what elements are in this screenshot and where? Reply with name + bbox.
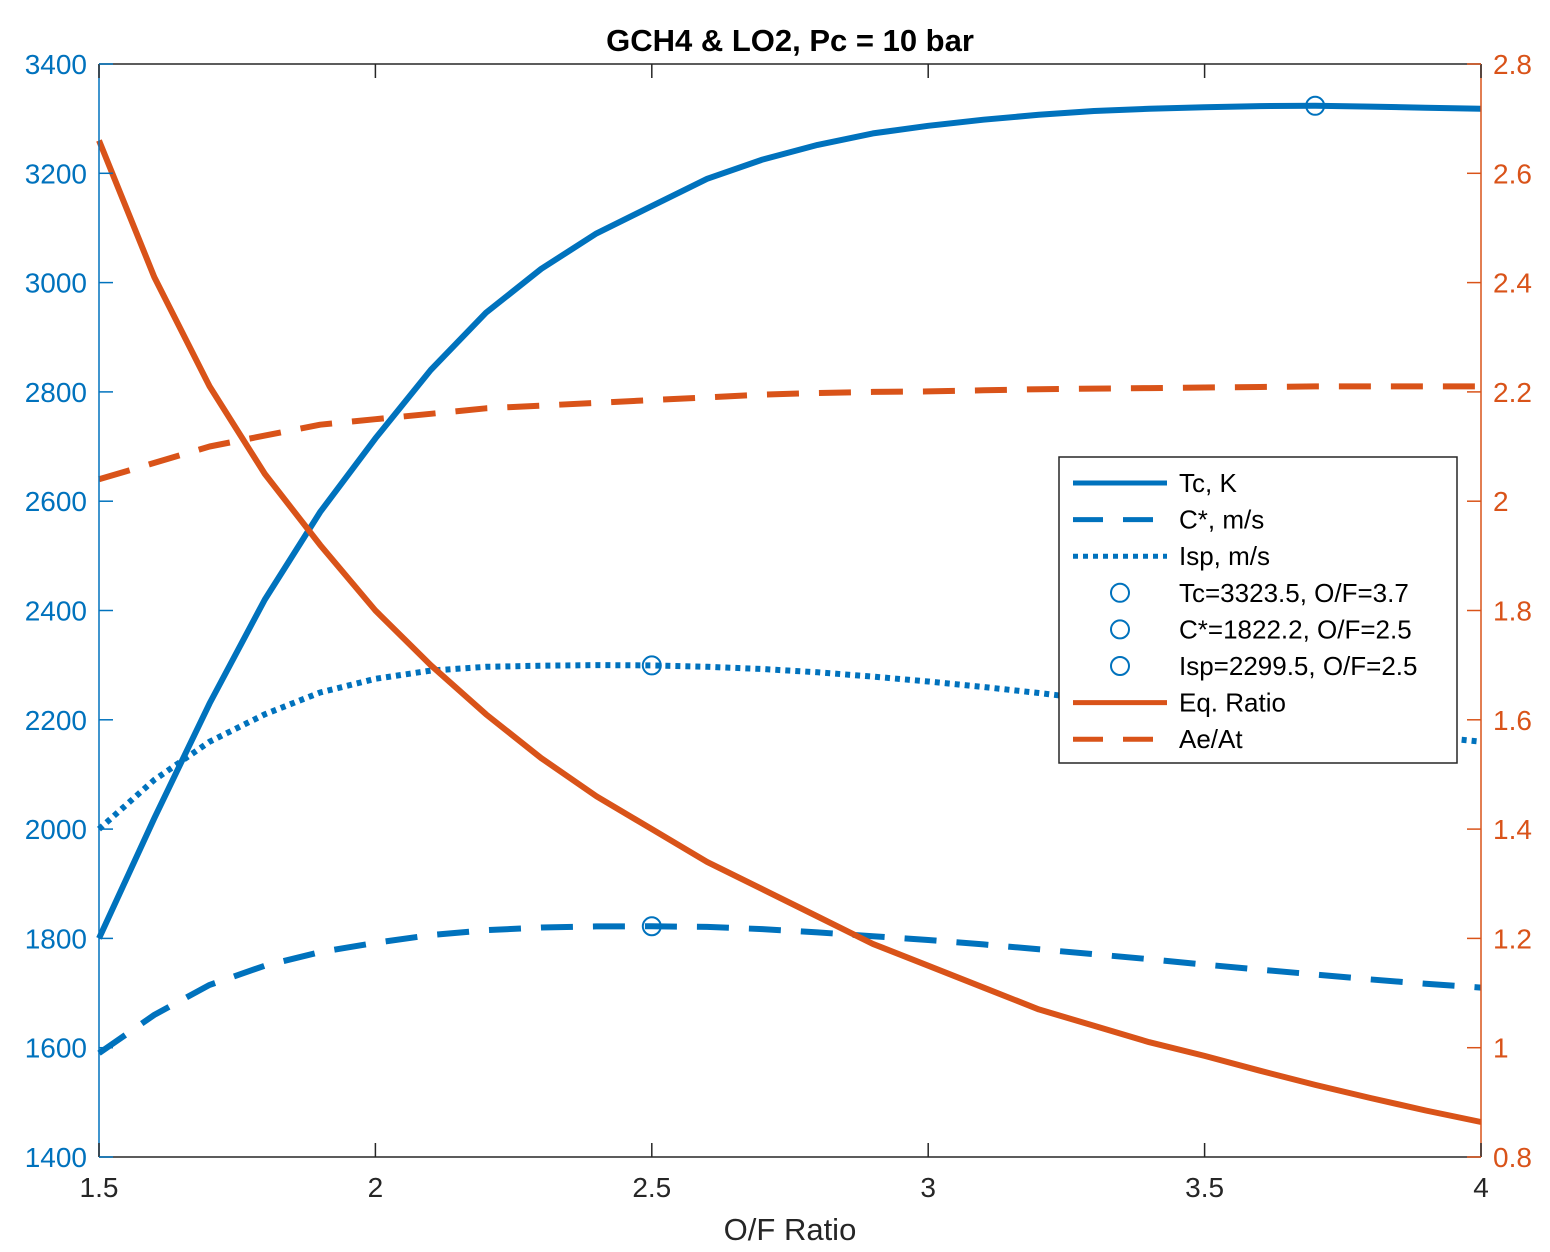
y-left-tick-label: 2600 bbox=[25, 486, 87, 517]
marker-layer bbox=[641, 95, 1326, 937]
y-left-tick-label: 1600 bbox=[25, 1033, 87, 1064]
chart-title: GCH4 & LO2, Pc = 10 bar bbox=[606, 23, 974, 58]
left-series-2-line bbox=[97, 662, 1482, 832]
legend-label-0: Tc, K bbox=[1179, 468, 1237, 498]
y-right-tick-label: 1.6 bbox=[1493, 705, 1532, 736]
x-tick-label: 3.5 bbox=[1185, 1172, 1224, 1203]
y-right-tick-label: 2 bbox=[1493, 486, 1509, 517]
legend-marker-5 bbox=[1110, 656, 1130, 676]
x-tick-label: 3 bbox=[920, 1172, 936, 1203]
y-left-tick-label: 3000 bbox=[25, 268, 87, 299]
y-left-tick-label: 2200 bbox=[25, 705, 87, 736]
x-tick-label: 4 bbox=[1473, 1172, 1489, 1203]
legend-label-2: Isp, m/s bbox=[1179, 541, 1270, 571]
axes-layer: 1.5 2 2.5 3 3.5 4 1400 1600 1800 2000 2200 2400 2600… bbox=[25, 49, 1532, 1203]
peak-marker-1 bbox=[641, 916, 662, 937]
y-left-tick-label: 2000 bbox=[25, 814, 87, 845]
y-right-tick-label: 2.8 bbox=[1493, 49, 1532, 80]
legend-label-1: C*, m/s bbox=[1179, 505, 1264, 535]
right-series-0-line bbox=[96, 139, 1482, 1125]
y-right-tick-label: 2.4 bbox=[1493, 268, 1532, 299]
y-left-tick-label: 2400 bbox=[25, 596, 87, 627]
legend-label-3: Tc=3323.5, O/F=3.7 bbox=[1179, 578, 1409, 608]
y-right-tick-label: 2.2 bbox=[1493, 377, 1532, 408]
legend: Tc, K C*, m/s Isp, m/s Tc=3323.5, O/F=3.7 C*… bbox=[1058, 456, 1458, 764]
legend-box bbox=[1058, 456, 1458, 764]
y-right-tick-label: 1.8 bbox=[1493, 596, 1532, 627]
legend-marker-3 bbox=[1110, 582, 1130, 603]
legend-label-5: Isp=2299.5, O/F=2.5 bbox=[1179, 651, 1418, 681]
peak-marker-2 bbox=[641, 655, 662, 676]
x-tick-label: 2 bbox=[368, 1172, 384, 1203]
x-axis-label: O/F Ratio bbox=[724, 1212, 857, 1247]
y-left-tick-label: 1800 bbox=[25, 923, 87, 954]
y-right-tick-label: 0.8 bbox=[1493, 1142, 1532, 1173]
y-left-tick-label: 3200 bbox=[25, 158, 87, 189]
y-left-tick-label: 2800 bbox=[25, 377, 87, 408]
legend-label-6: Eq. Ratio bbox=[1179, 688, 1286, 718]
y-right-tick-label: 2.6 bbox=[1493, 158, 1532, 189]
y-right-tick-label: 1 bbox=[1493, 1033, 1509, 1064]
peak-marker-0 bbox=[1305, 95, 1326, 116]
y-left-tick-label: 1400 bbox=[25, 1142, 87, 1173]
legend-marker-4 bbox=[1110, 619, 1130, 640]
x-tick-label: 2.5 bbox=[632, 1172, 671, 1203]
y-left-tick-label: 3400 bbox=[25, 49, 87, 80]
y-right-tick-label: 1.4 bbox=[1493, 814, 1532, 845]
right-series-1-line bbox=[98, 383, 1481, 483]
left-series-0-line bbox=[96, 102, 1482, 940]
legend-label-4: C*=1822.2, O/F=2.5 bbox=[1179, 614, 1412, 644]
x-tick-label: 1.5 bbox=[80, 1172, 119, 1203]
legend-label-7: Ae/At bbox=[1179, 724, 1243, 754]
y-right-tick-label: 1.2 bbox=[1493, 923, 1532, 954]
series-layer bbox=[96, 102, 1482, 1125]
